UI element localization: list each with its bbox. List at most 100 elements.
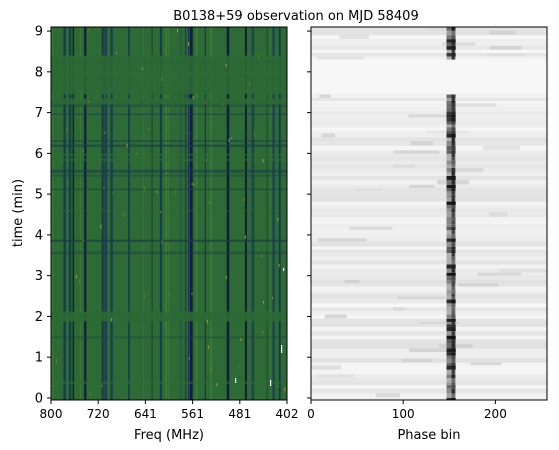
pulse-core bbox=[451, 223, 455, 227]
pulse-segment bbox=[446, 111, 456, 115]
bright-speck bbox=[244, 235, 246, 240]
y-tick-label: 0 bbox=[35, 391, 43, 406]
pulse-segment bbox=[446, 252, 456, 257]
channel-stripe bbox=[101, 27, 103, 400]
phase-row bbox=[311, 275, 547, 281]
bright-speck bbox=[240, 338, 242, 341]
channel-stripe bbox=[110, 27, 113, 400]
y-tick-label: 3 bbox=[35, 269, 43, 284]
phase-row bbox=[311, 241, 547, 247]
pulse-segment bbox=[446, 369, 456, 375]
x-tick-label: 481 bbox=[228, 407, 251, 421]
phase-row bbox=[311, 179, 547, 185]
bright-speck bbox=[210, 366, 212, 371]
pulse-segment bbox=[446, 306, 456, 311]
time-row bbox=[51, 113, 287, 115]
phase-noise bbox=[490, 45, 522, 50]
phase-row bbox=[311, 229, 547, 235]
pulse-core bbox=[451, 45, 455, 50]
phase-row bbox=[311, 208, 547, 213]
bright-speck bbox=[78, 279, 80, 283]
pulse-segment bbox=[446, 153, 456, 158]
flagged-band bbox=[51, 311, 287, 322]
time-row bbox=[51, 174, 287, 177]
phase-row bbox=[311, 264, 547, 269]
pulse-segment bbox=[446, 326, 456, 332]
pulse-segment bbox=[446, 249, 456, 254]
dropout bbox=[270, 380, 272, 386]
phase-noise bbox=[419, 321, 459, 325]
pulse-core bbox=[451, 111, 455, 115]
pulse-segment bbox=[446, 121, 456, 125]
bright-speck bbox=[115, 52, 117, 54]
phase-row bbox=[311, 94, 547, 99]
bright-speck bbox=[192, 96, 194, 100]
x-tick-label: 0 bbox=[307, 407, 315, 421]
phase-row bbox=[311, 204, 547, 209]
pulse-core bbox=[451, 283, 455, 287]
phase-row bbox=[311, 160, 547, 165]
time-row bbox=[51, 158, 287, 162]
phase-row bbox=[311, 384, 547, 389]
bright-speck bbox=[231, 137, 233, 139]
pulse-segment bbox=[446, 384, 456, 389]
phase-noise bbox=[349, 226, 393, 230]
pulse-segment bbox=[446, 393, 456, 398]
y-tick-label: 1 bbox=[35, 351, 43, 366]
phase-row bbox=[311, 252, 547, 257]
phase-row bbox=[311, 191, 547, 195]
pulse-segment bbox=[446, 56, 456, 60]
phase-row bbox=[311, 56, 547, 60]
pulse-core bbox=[451, 42, 455, 46]
pulse-segment bbox=[446, 167, 456, 173]
pulse-core bbox=[451, 100, 455, 104]
phase-row bbox=[311, 324, 547, 327]
pulse-core bbox=[451, 362, 455, 366]
pulse-core bbox=[451, 241, 455, 247]
channel-stripe bbox=[167, 27, 169, 400]
bright-speck bbox=[100, 224, 102, 229]
phase-row bbox=[311, 355, 547, 359]
phase-noise bbox=[477, 272, 522, 276]
phase-row bbox=[311, 330, 547, 336]
pulse-core bbox=[451, 167, 455, 173]
bright-speck bbox=[262, 159, 264, 163]
pulse-core bbox=[451, 303, 455, 308]
bright-speck bbox=[277, 217, 279, 222]
bright-speck bbox=[260, 255, 262, 257]
pulse-segment bbox=[446, 223, 456, 227]
pulse-core bbox=[451, 156, 455, 161]
phase-row bbox=[311, 42, 547, 46]
left-panel: 800 720 641 561 481 402 0 1 2 3 4 5 6 7 8 9 Freq (MHz)… bbox=[11, 25, 298, 443]
flagged-band bbox=[51, 98, 287, 105]
pulse-segment bbox=[446, 106, 456, 112]
phase-noise bbox=[439, 343, 473, 349]
bright-speck bbox=[141, 67, 143, 70]
pulse-core bbox=[451, 124, 455, 128]
phase-noise bbox=[470, 362, 502, 366]
phase-row bbox=[311, 126, 547, 131]
pulse-core bbox=[451, 197, 455, 202]
bright-speck bbox=[262, 331, 264, 334]
channel-stripe bbox=[79, 27, 81, 400]
pulse-segment bbox=[446, 268, 456, 273]
pulse-core bbox=[451, 272, 455, 276]
phase-row bbox=[311, 38, 547, 43]
bright-speck bbox=[191, 292, 193, 295]
bright-speck bbox=[148, 128, 150, 131]
pulse-core bbox=[451, 306, 455, 311]
channel-stripe bbox=[102, 27, 105, 400]
pulse-core bbox=[451, 49, 455, 53]
phase-row bbox=[311, 216, 547, 221]
x-tick-label: 720 bbox=[87, 407, 110, 421]
phase-noise bbox=[311, 365, 342, 370]
freq-waterfall-heatmap bbox=[51, 27, 287, 400]
pulse-core bbox=[451, 321, 455, 325]
pulse-segment bbox=[446, 283, 456, 287]
phase-row bbox=[311, 338, 547, 344]
pulse-segment bbox=[446, 52, 456, 57]
phase-row bbox=[311, 256, 547, 261]
pulse-core bbox=[451, 256, 455, 261]
pulse-segment bbox=[446, 296, 456, 300]
pulse-core bbox=[451, 290, 455, 294]
